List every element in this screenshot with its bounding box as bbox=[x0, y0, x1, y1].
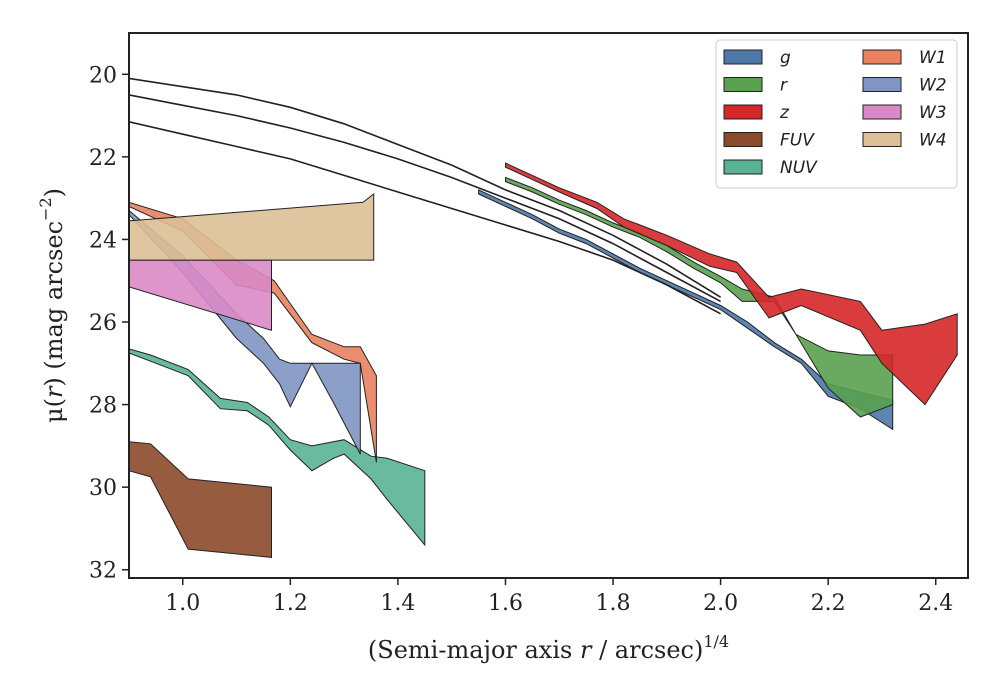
band-w4 bbox=[129, 192, 375, 261]
x-axis-label: (Semi-major axis r / arcsec)1/4 bbox=[368, 632, 729, 664]
model-curves bbox=[129, 77, 722, 315]
y-tick-label: 22 bbox=[89, 146, 117, 171]
band-w3 bbox=[129, 259, 272, 331]
y-tick-label: 30 bbox=[89, 476, 117, 501]
model-curve-2 bbox=[129, 94, 721, 303]
band-g bbox=[478, 189, 894, 431]
legend-label-w3: W3 bbox=[919, 103, 947, 123]
legend-label-w2: W2 bbox=[919, 76, 947, 96]
x-axis-ticks: 1.0 1.2 1.4 1.6 1.8 2.0 2.2 2.4 bbox=[165, 578, 953, 616]
band-z bbox=[505, 162, 958, 406]
y-tick-label: 24 bbox=[89, 228, 117, 253]
legend-label-w1: W1 bbox=[919, 48, 947, 68]
legend-swatch-nuv bbox=[723, 159, 763, 175]
legend: grz FUV NUV W1 W2 W3 W4 bbox=[715, 39, 958, 189]
y-tick-label: 20 bbox=[89, 63, 117, 88]
legend-label-r: r bbox=[780, 76, 788, 96]
legend-swatch-w1 bbox=[862, 49, 902, 65]
y-tick-label: 28 bbox=[89, 394, 117, 419]
model-curve-3 bbox=[129, 121, 721, 315]
y-axis-ticks: 20 22 24 26 28 30 32 bbox=[89, 63, 129, 584]
band-fuv bbox=[129, 441, 272, 558]
model-curve-1 bbox=[129, 77, 722, 298]
x-tick-label: 1.4 bbox=[380, 591, 415, 616]
legend-label-z: z bbox=[779, 103, 790, 123]
legend-swatch-g bbox=[723, 49, 763, 65]
x-tick-label: 2.2 bbox=[811, 591, 846, 616]
y-axis-label: μ(r) (mag arcsec−2) bbox=[36, 188, 68, 423]
legend-swatch-r bbox=[723, 77, 763, 92]
legend-swatch-w2 bbox=[862, 77, 902, 92]
y-tick-label: 26 bbox=[89, 311, 117, 336]
legend-label-w4: W4 bbox=[919, 131, 947, 151]
legend-swatch-z bbox=[723, 104, 763, 120]
x-tick-label: 2.0 bbox=[703, 591, 738, 616]
x-tick-label: 1.6 bbox=[488, 591, 523, 616]
band-nuv bbox=[129, 348, 426, 547]
legend-swatch-w4 bbox=[862, 132, 902, 147]
y-tick-label: 32 bbox=[89, 559, 117, 584]
legend-swatch-w3 bbox=[862, 104, 902, 120]
band-areas bbox=[129, 162, 958, 558]
x-tick-label: 2.4 bbox=[918, 591, 953, 616]
legend-label-g: g bbox=[780, 48, 791, 68]
x-tick-label: 1.8 bbox=[596, 591, 631, 616]
x-tick-label: 1.0 bbox=[165, 591, 200, 616]
plot-frame bbox=[128, 32, 969, 579]
x-tick-label: 1.2 bbox=[273, 591, 308, 616]
legend-label-fuv: FUV bbox=[780, 131, 815, 151]
legend-swatch-fuv bbox=[723, 132, 763, 147]
legend-label-nuv: NUV bbox=[780, 158, 818, 178]
